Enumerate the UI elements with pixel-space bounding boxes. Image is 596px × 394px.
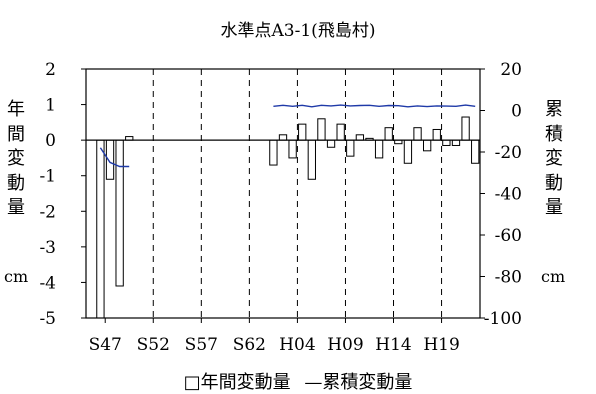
series-line-cumulative [273, 104, 476, 108]
chart-title: 水準点A3-1(飛島村) [220, 21, 376, 41]
y-tick-label-left: -5 [39, 309, 56, 329]
chart-legend: □年間変動量 —累積変動量 [0, 368, 596, 394]
y-tick-label-left: -1 [39, 167, 56, 187]
x-tick-label: S52 [137, 335, 170, 355]
y-axis-left-unit: cm [4, 267, 29, 286]
x-tick-label: S62 [233, 335, 266, 355]
bar [346, 139, 355, 157]
x-tick-label: S57 [185, 335, 218, 355]
bar [317, 118, 326, 141]
y-tick-label-right: -80 [495, 268, 522, 288]
y-tick-label-left: 0 [45, 131, 56, 151]
y-tick-label-left: -2 [39, 202, 56, 222]
bar [403, 139, 413, 164]
bar [326, 139, 336, 148]
x-tick-label: H14 [375, 335, 411, 355]
bar [298, 123, 307, 141]
bar [384, 127, 393, 141]
y-tick-label-right: -40 [495, 185, 522, 205]
y-tick-label-right: 0 [511, 102, 522, 122]
y-tick-label-left: 1 [45, 96, 56, 116]
y-tick-label-left: -3 [39, 238, 56, 258]
y-tick-label-right: -20 [495, 143, 522, 163]
bar [413, 127, 422, 141]
y-tick-label-right: -60 [495, 226, 522, 246]
bar [336, 123, 345, 141]
bar [422, 139, 432, 152]
bar [278, 134, 288, 141]
x-tick-label: H19 [423, 335, 459, 355]
y-tick-label-right: 20 [500, 60, 522, 80]
bar [374, 139, 384, 159]
legend-item-line: —累積変動量 [304, 372, 413, 393]
x-tick-label: H04 [279, 335, 315, 355]
y-axis-right-label: 累積変動量 [545, 99, 563, 218]
x-tick-label: S47 [89, 335, 122, 355]
bar [355, 134, 365, 141]
x-tick-label: H09 [327, 335, 363, 355]
bar [432, 128, 441, 141]
y-tick-label-left: -4 [39, 273, 56, 293]
bar [115, 139, 124, 287]
y-tick-label-right: -100 [484, 309, 522, 329]
y-tick-label-left: 2 [45, 60, 56, 80]
y-axis-right-unit: cm [541, 267, 566, 286]
legend-item-bar: □年間変動量 [183, 372, 291, 393]
series-line-cumulative [99, 147, 130, 168]
bar [442, 139, 451, 146]
bar [288, 139, 297, 159]
bar [307, 139, 316, 180]
bar [269, 139, 278, 166]
bar [96, 139, 105, 319]
y-axis-left-label: 年間変動量 [7, 99, 25, 218]
bar [471, 139, 480, 164]
bar [451, 139, 461, 146]
bar [461, 116, 470, 141]
